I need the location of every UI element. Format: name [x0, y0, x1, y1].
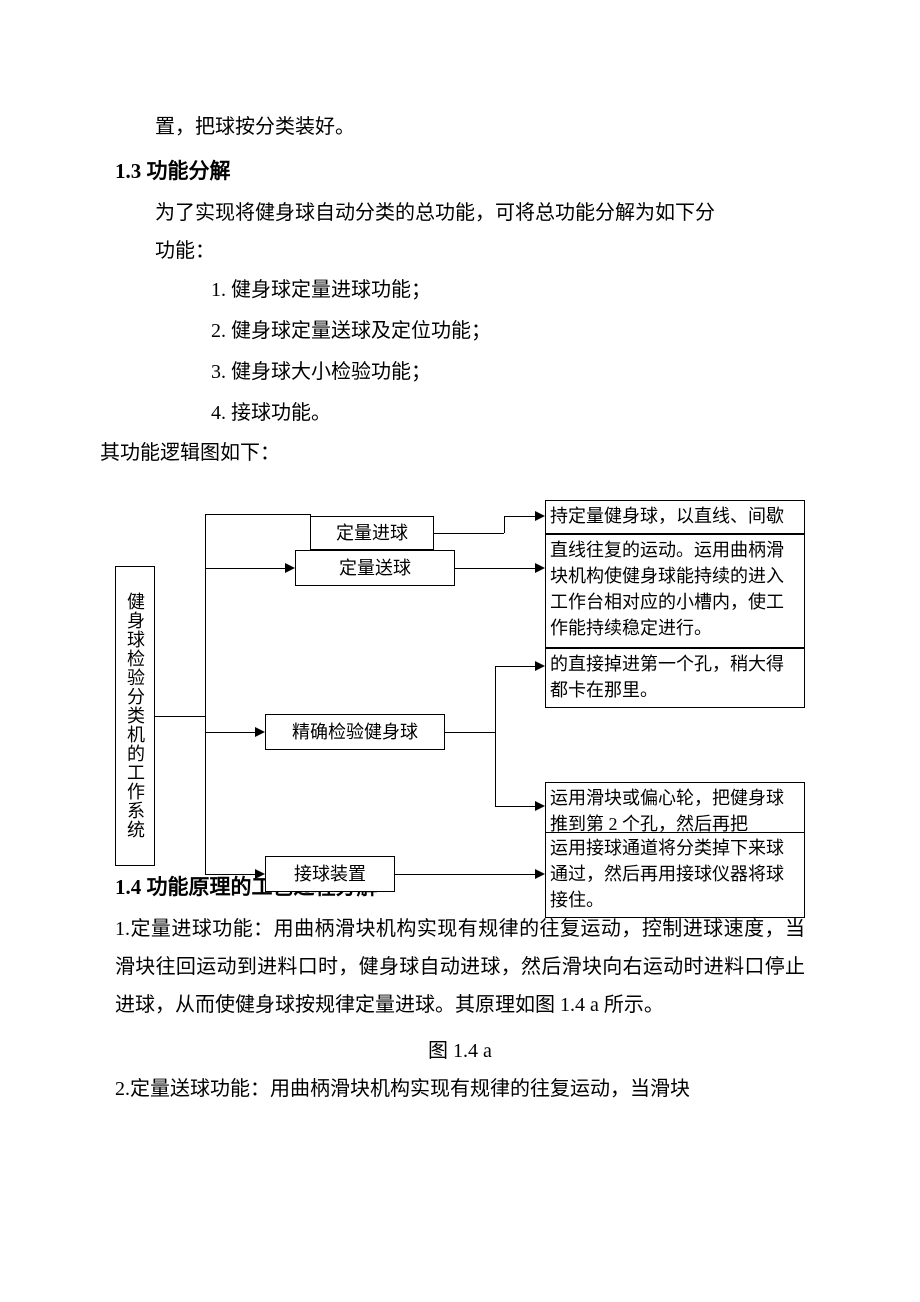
list-item-3: 3. 健身球大小检验功能；: [211, 352, 805, 393]
flow-b4-box: 接球装置: [265, 856, 395, 892]
flowchart: 健身球检验分类机的工作系统 定量进球 定量送球 精确检验健身球 接球装置 持定量…: [115, 486, 805, 916]
connector-line: [205, 568, 285, 569]
flow-b2-box: 定量送球: [295, 550, 455, 586]
arrow-icon: [535, 801, 545, 811]
para-1-4-1: 1.定量进球功能：用曲柄滑块机构实现有规律的往复运动，控制进球速度，当滑块往回运…: [115, 910, 805, 1024]
page-content: 置，把球按分类装好。 1.3 功能分解 为了实现将健身球自动分类的总功能，可将总…: [0, 0, 920, 1108]
heading-1-3: 1.3 功能分解: [115, 152, 805, 192]
function-list: 1. 健身球定量进球功能； 2. 健身球定量送球及定位功能； 3. 健身球大小检…: [115, 270, 805, 434]
flow-root-box: 健身球检验分类机的工作系统: [115, 566, 155, 866]
connector-line: [155, 716, 205, 717]
carryover-line: 置，把球按分类装好。: [115, 108, 805, 146]
arrow-icon: [255, 869, 265, 879]
connector-line: [395, 874, 535, 875]
connector-line: [495, 666, 496, 806]
flow-d1-box: 持定量健身球，以直线、间歇: [545, 500, 805, 534]
arrow-icon: [285, 563, 295, 573]
logic-intro: 其功能逻辑图如下：: [100, 434, 805, 472]
flow-d3-box: 的直接掉进第一个孔，稍大得都卡在那里。: [545, 648, 805, 708]
connector-line: [445, 732, 495, 733]
flow-b1-box: 定量进球: [310, 516, 434, 550]
connector-line: [495, 806, 535, 807]
arrow-icon: [255, 727, 265, 737]
connector-line: [205, 514, 310, 515]
arrow-icon: [535, 661, 545, 671]
figure-label-1-4a: 图 1.4 a: [115, 1032, 805, 1070]
para-1-3a: 为了实现将健身球自动分类的总功能，可将总功能分解为如下分: [115, 194, 805, 232]
flow-d5-box: 运用接球通道将分类掉下来球通过，然后再用接球仪器将球接住。: [545, 832, 805, 918]
connector-line: [495, 666, 535, 667]
connector-line: [205, 732, 255, 733]
flow-d2-box: 直线往复的运动。运用曲柄滑块机构使健身球能持续的进入工作台相对应的小槽内，使工作…: [545, 534, 805, 648]
list-item-1: 1. 健身球定量进球功能；: [211, 270, 805, 311]
para-1-4-2: 2.定量送球功能：用曲柄滑块机构实现有规律的往复运动，当滑块: [115, 1070, 805, 1108]
para-1-3b: 功能：: [115, 232, 805, 270]
list-item-2: 2. 健身球定量送球及定位功能；: [211, 311, 805, 352]
flow-b3-box: 精确检验健身球: [265, 714, 445, 750]
list-item-4: 4. 接球功能。: [211, 393, 805, 434]
arrow-icon: [535, 563, 545, 573]
arrow-icon: [535, 511, 545, 521]
connector-line: [504, 516, 505, 533]
connector-line: [455, 568, 535, 569]
arrow-icon: [535, 869, 545, 879]
connector-line: [504, 516, 535, 517]
connector-line: [205, 874, 255, 875]
connector-line: [434, 533, 504, 534]
